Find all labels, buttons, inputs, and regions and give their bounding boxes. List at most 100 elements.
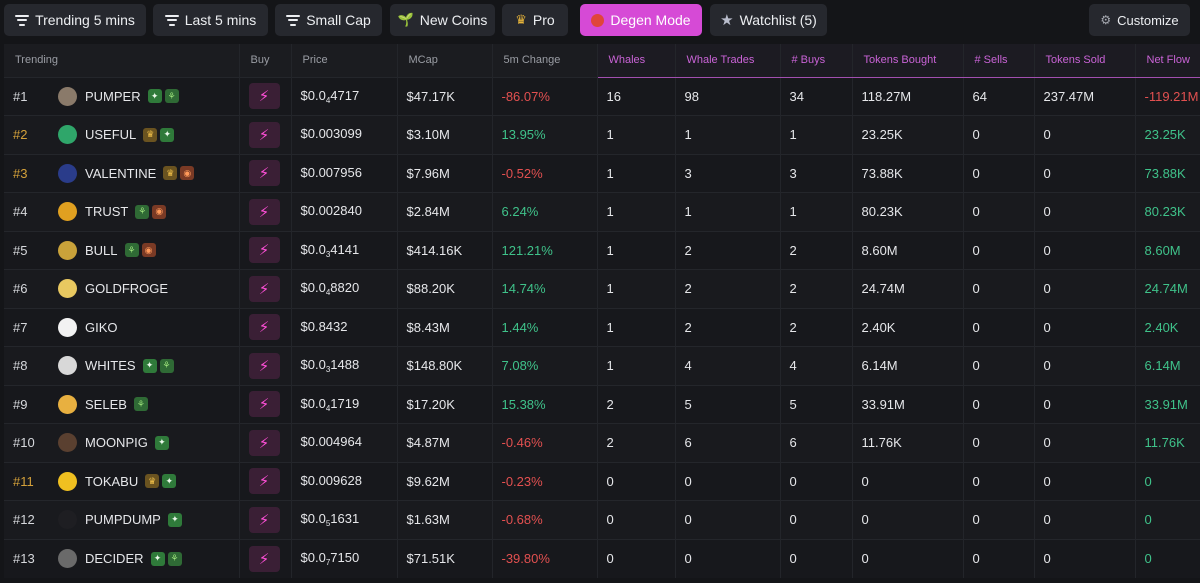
price-zero-count: 4 bbox=[325, 403, 331, 413]
degen-mode-button[interactable]: Degen Mode bbox=[580, 4, 702, 36]
tokens-bought-cell: 24.74M bbox=[852, 269, 964, 308]
token-name[interactable]: WHITES bbox=[85, 358, 136, 374]
table-row[interactable]: #1 PUMPER ✦ ⚘ ⚡ $0.044717 $47.17K -86.07% 16 98 34… bbox=[4, 76, 1200, 116]
new-coins-button[interactable]: 🌱 New Coins bbox=[390, 4, 495, 36]
table-row[interactable]: #10 MOONPIG ✦ ⚡ $0.004964 $4.87M -0.46% 2 6 6 11.7… bbox=[4, 423, 1200, 462]
net-flow-cell: 24.74M bbox=[1135, 269, 1200, 308]
table-row[interactable]: #12 PUMPDUMP ✦ ⚡ $0.051631 $1.63M -0.68% 0 0 0 0 0 0… bbox=[4, 500, 1200, 539]
whale-trades-cell: 2 bbox=[675, 269, 781, 308]
last-5-mins-button[interactable]: Last 5 mins bbox=[153, 4, 268, 36]
watchlist-button[interactable]: ★ Watchlist (5) bbox=[710, 4, 827, 36]
price-prefix: $0.004964 bbox=[300, 434, 362, 450]
table-row[interactable]: #11 TOKABU ♛ ✦ ⚡ $0.009628 $9.62M -0.23% 0 0 0 0 0 0 0 bbox=[4, 461, 1200, 501]
quick-buy-button[interactable]: ⚡ bbox=[248, 352, 280, 379]
col-header-buys[interactable]: # Buys bbox=[780, 44, 853, 78]
crown-icon: ♛ bbox=[515, 12, 527, 27]
price-zero-count: 4 bbox=[325, 288, 331, 298]
table-row[interactable]: #8 WHITES ✦ ⚘ ⚡ $0.031488 $148.80K 7.08% 1 4 4 6.14… bbox=[4, 346, 1200, 385]
table-header-row: Trending Buy Price MCap 5m Change Whales… bbox=[4, 44, 1200, 78]
col-header-whale-trades[interactable]: Whale Trades bbox=[675, 44, 781, 78]
price-cell: $0.048820 bbox=[291, 269, 398, 308]
customize-button[interactable]: ⚙ Customize bbox=[1089, 4, 1190, 36]
token-name[interactable]: SELEB bbox=[85, 396, 127, 412]
tokens-bought-cell: 73.88K bbox=[852, 153, 964, 193]
col-header-sells[interactable]: # Sells bbox=[963, 44, 1035, 78]
pro-button[interactable]: ♛ Pro bbox=[502, 4, 568, 36]
small-cap-label: Small Cap bbox=[306, 12, 371, 28]
quick-buy-button[interactable]: ⚡ bbox=[248, 160, 280, 187]
degen-face-icon: ◉ bbox=[180, 166, 195, 181]
trending-5-mins-button[interactable]: Trending 5 mins bbox=[4, 4, 146, 36]
table-row[interactable]: #5 BULL ⚘ ◉ ⚡ $0.034141 $414.16K 121.21% 1 2 2 8.60… bbox=[4, 230, 1200, 270]
whales-cell: 2 bbox=[597, 384, 676, 424]
col-header-price[interactable]: Price bbox=[291, 44, 398, 77]
table-row[interactable]: #3 VALENTINE ♛ ◉ ⚡ $0.007956 $7.96M -0.52% 1 3 3 73… bbox=[4, 153, 1200, 193]
lightning-icon: ⚡ bbox=[258, 550, 270, 568]
table-row[interactable]: #4 TRUST ⚘ ◉ ⚡ $0.002840 $2.84M 6.24% 1 1 1 80.23K 0… bbox=[4, 192, 1200, 231]
net-flow-cell: 11.76K bbox=[1135, 423, 1200, 462]
tokens-sold-cell: 0 bbox=[1034, 500, 1136, 539]
quick-buy-button[interactable]: ⚡ bbox=[248, 198, 280, 225]
col-header-whales[interactable]: Whales bbox=[597, 44, 676, 78]
whale-trades-cell: 1 bbox=[675, 115, 781, 154]
change-cell: 15.38% bbox=[492, 384, 598, 424]
quick-buy-button[interactable]: ⚡ bbox=[248, 506, 280, 533]
token-name[interactable]: VALENTINE bbox=[85, 165, 157, 181]
token-name[interactable]: GIKO bbox=[85, 319, 118, 335]
col-header-tokens-sold[interactable]: Tokens Sold bbox=[1034, 44, 1136, 78]
table-row[interactable]: #13 DECIDER ✦ ⚘ ⚡ $0.077150 $71.51K -39.80% 0 0 0 0… bbox=[4, 538, 1200, 578]
col-header-trending[interactable]: Trending bbox=[4, 44, 240, 77]
tokens-bought-cell: 33.91M bbox=[852, 384, 964, 424]
token-name[interactable]: DECIDER bbox=[85, 551, 144, 566]
token-name[interactable]: BULL bbox=[85, 242, 118, 258]
quick-buy-button[interactable]: ⚡ bbox=[248, 545, 280, 572]
change-cell: -39.80% bbox=[492, 538, 598, 578]
col-header-5m-change[interactable]: 5m Change bbox=[492, 44, 598, 77]
quick-buy-button[interactable]: ⚡ bbox=[248, 429, 280, 456]
quick-buy-button[interactable]: ⚡ bbox=[248, 391, 280, 418]
lightning-icon: ⚡ bbox=[258, 396, 270, 414]
buy-cell: ⚡ bbox=[239, 538, 292, 578]
customize-label: Customize bbox=[1117, 12, 1179, 28]
token-name[interactable]: USEFUL bbox=[85, 127, 137, 143]
token-name[interactable]: TRUST bbox=[85, 204, 129, 220]
price-cell: $0.077150 bbox=[291, 538, 398, 578]
small-cap-button[interactable]: Small Cap bbox=[275, 4, 382, 36]
tokens-bought-cell: 118.27M bbox=[852, 76, 964, 116]
table-row[interactable]: #9 SELEB ⚘ ⚡ $0.041719 $17.20K 15.38% 2 5 5 33.91M… bbox=[4, 384, 1200, 424]
mcap-cell: $3.10M bbox=[397, 115, 493, 154]
token-name[interactable]: MOONPIG bbox=[85, 435, 148, 451]
table-row[interactable]: #7 GIKO ⚡ $0.8432 $8.43M 1.44% 1 2 2 2.40K 0 0 2.40K bbox=[4, 307, 1200, 347]
quick-buy-button[interactable]: ⚡ bbox=[248, 314, 280, 341]
token-name[interactable]: GOLDFROGE bbox=[85, 281, 169, 297]
price-prefix: $0.003099 bbox=[300, 126, 362, 142]
price-prefix: $0.0 bbox=[300, 357, 326, 373]
lightning-icon: ⚡ bbox=[258, 434, 270, 452]
buy-cell: ⚡ bbox=[239, 230, 292, 270]
col-header-mcap[interactable]: MCap bbox=[397, 44, 493, 77]
col-header-tokens-bought[interactable]: Tokens Bought bbox=[852, 44, 964, 78]
quick-buy-button[interactable]: ⚡ bbox=[248, 121, 280, 148]
quick-buy-button[interactable]: ⚡ bbox=[248, 275, 280, 302]
crown-icon: ♛ bbox=[145, 474, 160, 489]
price-cell: $0.051631 bbox=[291, 500, 398, 539]
col-header-buy[interactable]: Buy bbox=[239, 44, 292, 77]
price-prefix: $0.0 bbox=[300, 395, 326, 411]
token-name[interactable]: PUMPDUMP bbox=[85, 512, 161, 528]
price-suffix: 1631 bbox=[330, 511, 360, 527]
table-row[interactable]: #2 USEFUL ♛ ✦ ⚡ $0.003099 $3.10M 13.95% 1 1 1 23.25… bbox=[4, 115, 1200, 154]
tokens-bought-cell: 8.60M bbox=[852, 230, 964, 270]
star-icon: ★ bbox=[720, 12, 734, 29]
quick-buy-button[interactable]: ⚡ bbox=[248, 237, 280, 264]
sort-lines-icon bbox=[286, 14, 301, 26]
sells-cell: 0 bbox=[963, 307, 1035, 347]
quick-buy-button[interactable]: ⚡ bbox=[248, 468, 280, 495]
token-name[interactable]: PUMPER bbox=[85, 88, 141, 104]
token-name[interactable]: TOKABU bbox=[85, 473, 139, 489]
quick-buy-button[interactable]: ⚡ bbox=[248, 83, 280, 110]
crown-icon: ♛ bbox=[163, 166, 178, 181]
buy-cell: ⚡ bbox=[239, 192, 292, 231]
table-row[interactable]: #6 GOLDFROGE ⚡ $0.048820 $88.20K 14.74% 1 2 2 24.… bbox=[4, 269, 1200, 308]
sells-cell: 0 bbox=[963, 115, 1035, 154]
col-header-net-flow[interactable]: Net Flow bbox=[1135, 44, 1200, 78]
